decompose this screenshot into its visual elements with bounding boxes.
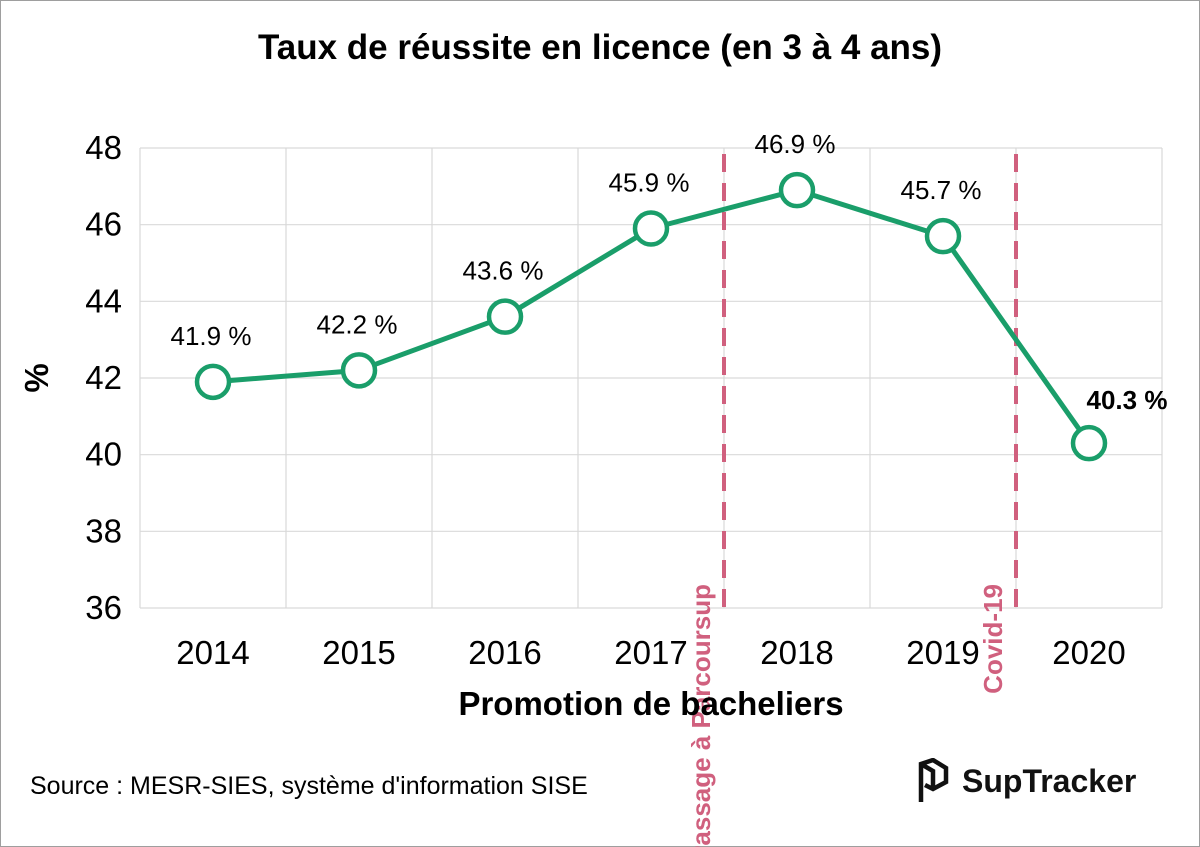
data-points (194, 171, 1108, 462)
chart-title: Taux de réussite en licence (en 3 à 4 an… (257, 28, 943, 67)
x-tick-label: 2014 (176, 634, 249, 671)
x-tick-label: 2017 (614, 634, 687, 671)
x-tick-label: 2015 (322, 634, 395, 671)
brand-name: SupTracker (962, 762, 1137, 799)
data-point (194, 363, 232, 401)
y-tick-label: 46 (85, 206, 122, 243)
annotation-label: Covid-19 (978, 584, 1008, 694)
data-point (632, 210, 670, 247)
brand: SupTracker (916, 758, 1136, 804)
axes: 36 38 40 42 44 46 48 2014 2015 2016 2017 2018 2019 20… (18, 129, 1126, 722)
y-tick-label: 42 (85, 359, 122, 396)
data-point (340, 352, 378, 389)
data-label: 45.9 % (609, 168, 690, 198)
y-tick-label: 40 (85, 436, 122, 473)
y-tick-label: 38 (85, 512, 122, 549)
x-tick-label: 2016 (468, 634, 541, 671)
data-point (778, 171, 816, 209)
data-point (486, 298, 524, 335)
data-label: 42.2 % (317, 309, 398, 339)
data-label: 45.7 % (901, 175, 982, 205)
data-label: 43.6 % (463, 256, 544, 286)
x-tick-label: 2019 (906, 634, 979, 671)
y-tick-label: 44 (85, 282, 122, 319)
data-label: 41.9 % (171, 321, 252, 351)
annotation-label: Passage à Parcoursup (686, 584, 716, 847)
data-label: 40.3 % (1087, 385, 1168, 415)
source-note: Source : MESR-SIES, système d'informatio… (30, 772, 588, 800)
data-label: 46.9 % (755, 129, 836, 159)
annotations: Passage à Parcoursup Covid-19 (686, 154, 1018, 847)
x-axis-title: Promotion de bacheliers (458, 685, 843, 722)
data-labels: 41.9 % 42.2 % 43.6 % 45.9 % 46.9 % 45.7 % 40.3… (171, 129, 1168, 415)
suptracker-logo-icon (918, 758, 949, 802)
data-point (924, 217, 962, 255)
data-point (1070, 424, 1108, 462)
y-tick-label: 48 (85, 129, 122, 166)
x-tick-label: 2018 (760, 634, 833, 671)
x-tick-label: 2020 (1052, 634, 1125, 671)
y-tick-label: 36 (85, 589, 122, 626)
y-axis-title: % (18, 363, 55, 392)
